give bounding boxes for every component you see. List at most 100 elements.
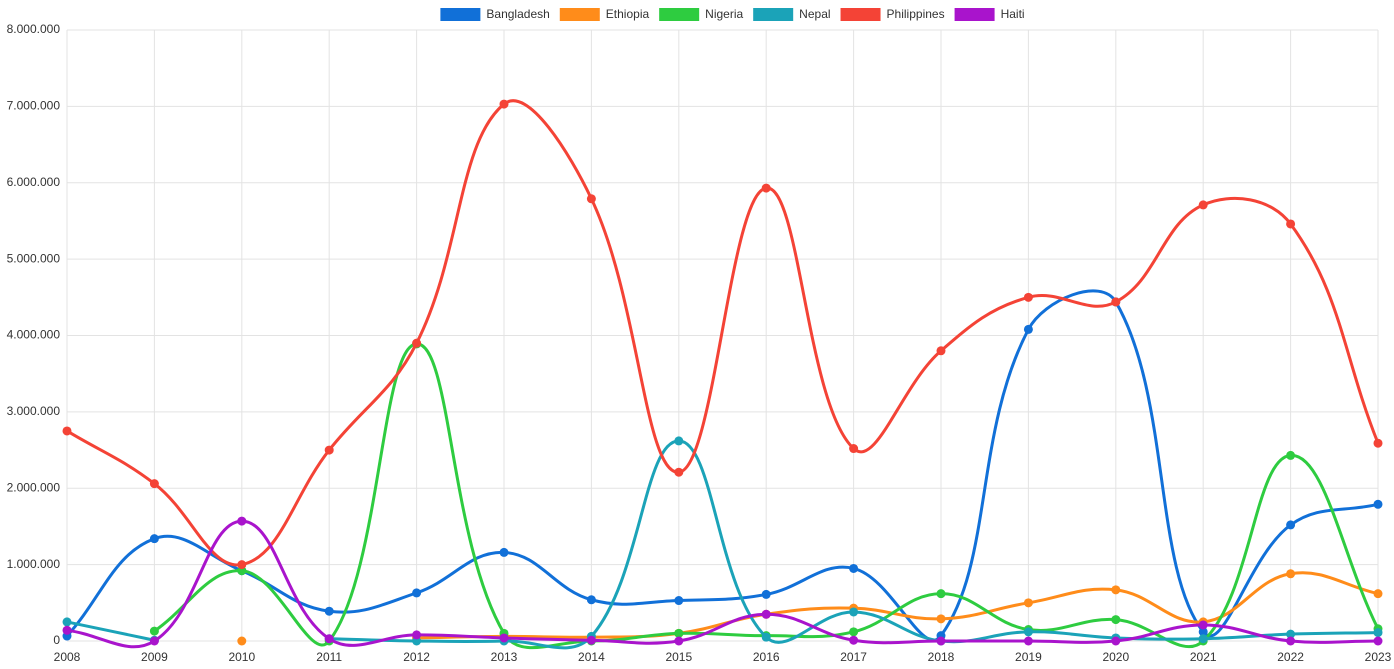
x-tick-label: 2021 <box>1190 650 1217 664</box>
x-tick-label: 2013 <box>491 650 518 664</box>
data-point <box>674 436 684 446</box>
x-tick-label: 2018 <box>928 650 955 664</box>
y-tick-label: 6.000.000 <box>7 175 61 189</box>
data-point <box>1198 200 1208 210</box>
data-point <box>1286 569 1296 579</box>
data-point <box>1198 634 1208 644</box>
data-point <box>1023 627 1033 637</box>
data-point <box>1373 636 1383 646</box>
data-point <box>324 445 334 455</box>
data-point <box>499 99 509 109</box>
data-point <box>761 609 771 619</box>
y-tick-label: 2.000.000 <box>7 480 61 494</box>
data-point <box>1023 598 1033 608</box>
data-point <box>1286 636 1296 646</box>
data-point <box>761 632 771 642</box>
x-tick-label: 2014 <box>578 650 605 664</box>
legend-label: Nepal <box>799 7 830 21</box>
legend-item[interactable]: Ethiopia <box>559 7 650 21</box>
data-point <box>849 563 859 573</box>
data-point <box>149 534 159 544</box>
x-tick-label: 2016 <box>753 650 780 664</box>
data-point <box>1023 324 1033 334</box>
data-point <box>936 346 946 356</box>
data-point <box>1373 589 1383 599</box>
data-point <box>1111 297 1121 307</box>
data-point <box>324 634 334 644</box>
legend-label: Ethiopia <box>606 7 650 21</box>
series-line <box>66 519 1379 649</box>
data-point <box>1023 292 1033 302</box>
data-point <box>237 560 247 570</box>
data-point <box>1111 585 1121 595</box>
data-point <box>674 467 684 477</box>
data-point <box>62 426 72 436</box>
x-tick-label: 2017 <box>840 650 867 664</box>
y-tick-label: 4.000.000 <box>7 328 61 342</box>
data-point <box>149 626 159 636</box>
y-tick-label: 3.000.000 <box>7 404 61 418</box>
series-line <box>65 289 1379 642</box>
data-point <box>237 516 247 526</box>
y-tick-label: 7.000.000 <box>7 99 61 113</box>
series-line <box>416 571 1379 640</box>
x-tick-label: 2022 <box>1277 650 1304 664</box>
x-tick-label: 2019 <box>1015 650 1042 664</box>
x-tick-label: 2023 <box>1365 650 1392 664</box>
legend-swatch <box>954 8 995 21</box>
data-point <box>149 636 159 646</box>
data-point <box>674 596 684 606</box>
data-point <box>1373 499 1383 509</box>
legend-label: Philippines <box>887 7 945 21</box>
legend-item[interactable]: Nepal <box>753 7 831 21</box>
data-point <box>149 479 159 489</box>
x-tick-label: 2011 <box>316 650 342 664</box>
data-point <box>586 194 596 204</box>
y-tick-label: 0 <box>53 633 60 647</box>
series-line <box>66 99 1380 567</box>
data-point <box>237 636 247 646</box>
data-point <box>1373 438 1383 448</box>
x-tick-label: 2020 <box>1102 650 1129 664</box>
legend-label: Haiti <box>1001 7 1025 21</box>
y-tick-label: 1.000.000 <box>7 557 61 571</box>
legend-item[interactable]: Bangladesh <box>440 7 550 21</box>
legend-swatch <box>840 8 881 21</box>
data-point <box>499 633 509 643</box>
data-point <box>1286 450 1296 460</box>
data-point <box>1198 620 1208 630</box>
data-point <box>412 630 422 640</box>
data-point <box>761 589 771 599</box>
data-point <box>1373 628 1383 638</box>
data-point <box>412 588 422 598</box>
data-point <box>849 635 859 645</box>
data-point <box>412 338 422 348</box>
legend: Bangladesh Ethiopia Nigeria Nepal Philippine… <box>440 7 1025 21</box>
legend-swatch <box>559 8 600 21</box>
x-tick-label: 2012 <box>403 650 430 664</box>
y-tick-label: 8.000.000 <box>7 22 61 36</box>
legend-label: Nigeria <box>705 7 743 21</box>
legend-item[interactable]: Nigeria <box>659 7 744 21</box>
legend-item[interactable]: Philippines <box>840 7 945 21</box>
x-tick-label: 2010 <box>228 650 255 664</box>
data-point <box>1286 219 1296 229</box>
data-point <box>849 627 859 637</box>
y-tick-label: 5.000.000 <box>7 251 61 265</box>
data-point <box>936 589 946 599</box>
x-tick-label: 2009 <box>141 650 168 664</box>
data-point <box>1023 636 1033 646</box>
legend-label: Bangladesh <box>486 7 549 21</box>
legend-swatch <box>659 8 700 21</box>
data-point <box>1111 636 1121 646</box>
data-point <box>586 635 596 645</box>
legend-item[interactable]: Haiti <box>954 7 1025 21</box>
data-point <box>936 614 946 624</box>
data-point <box>62 625 72 635</box>
data-point <box>674 636 684 646</box>
data-point <box>1111 615 1121 625</box>
data-point <box>849 607 859 617</box>
data-point <box>62 617 72 627</box>
